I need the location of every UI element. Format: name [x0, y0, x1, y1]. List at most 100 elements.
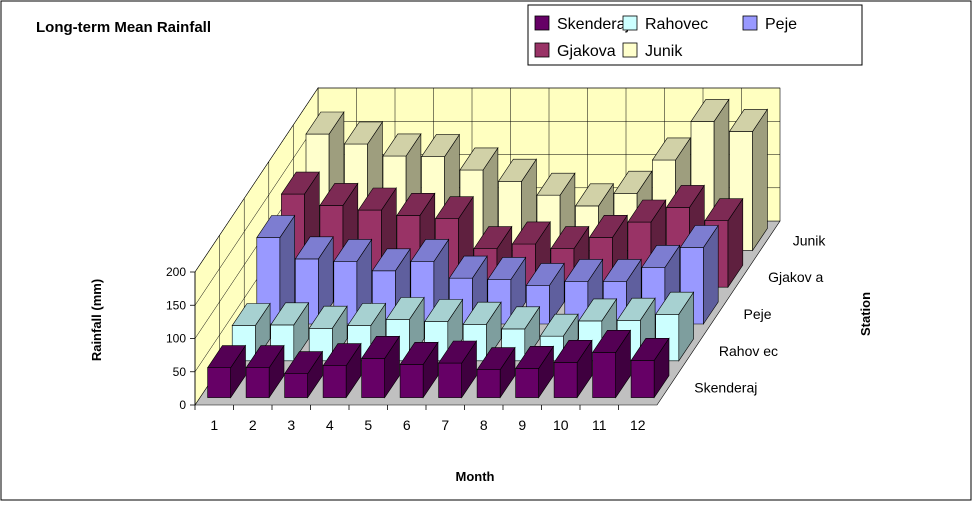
- x-tick-label: 10: [553, 417, 569, 433]
- bar-top-face: [501, 306, 541, 330]
- bar-top-face: [511, 221, 551, 245]
- bar-top-face: [361, 335, 401, 359]
- bar-front-face: [592, 352, 617, 398]
- legend-box: [527, 4, 863, 66]
- bar-top-face: [651, 137, 691, 161]
- bar-top-face: [588, 215, 628, 238]
- bar-top-face: [448, 255, 488, 279]
- bar-top-face: [294, 236, 334, 260]
- bar-top-face: [343, 121, 383, 145]
- bar-top-face: [536, 172, 576, 196]
- bar-front-face: [284, 373, 309, 398]
- x-tick-label: 7: [441, 417, 449, 433]
- bar-top-face: [602, 259, 642, 282]
- bar-front-face: [245, 367, 270, 398]
- x-axis-title: Month: [456, 469, 495, 484]
- depth-tick-label: Peje: [744, 306, 772, 322]
- legend-label-gjakova: Gjakova: [557, 43, 616, 60]
- bar-top-face: [553, 339, 593, 363]
- bar-front-face: [207, 367, 231, 398]
- bar-front-face: [361, 358, 386, 398]
- legend-label-junik: Junik: [645, 43, 683, 60]
- legend-swatch-gjakova: [534, 42, 550, 58]
- bar-skenderaj-5: [361, 335, 401, 399]
- bar-skenderaj-3: [284, 350, 324, 399]
- bar-top-face: [410, 239, 450, 262]
- bar-top-face: [550, 226, 590, 249]
- bar-skenderaj-10: [553, 339, 593, 399]
- x-tick-label: 6: [403, 417, 411, 433]
- bar-skenderaj-9: [515, 345, 555, 399]
- bar-top-face: [308, 305, 348, 329]
- bar-top-face: [665, 185, 705, 208]
- bar-front-face: [399, 364, 424, 398]
- bar-top-face: [245, 345, 285, 369]
- depth-tick-label: Rahov ec: [719, 343, 778, 359]
- bar-side-face: [752, 108, 768, 252]
- y-axis-title: Rainfall (mm): [89, 279, 104, 361]
- bar-top-face: [284, 351, 324, 375]
- bar-front-face: [438, 362, 463, 398]
- depth-tick-label: Junik: [793, 232, 827, 248]
- bar-top-face: [574, 183, 614, 207]
- bar-top-face: [497, 158, 537, 182]
- x-tick-label: 1: [210, 417, 218, 433]
- bar-top-face: [525, 263, 565, 286]
- bar-top-face: [515, 345, 555, 369]
- legend-swatch-skenderaj: [534, 15, 550, 31]
- legend-label-skenderaj: Skenderaj: [557, 16, 629, 33]
- x-tick-label: 8: [480, 417, 488, 433]
- bar-peje-1: [256, 214, 296, 325]
- bar-top-face: [207, 345, 247, 369]
- bar-rahovec-6: [424, 298, 464, 362]
- legend-swatch-rahovec: [622, 15, 638, 31]
- chart-title: Long-term Mean Rainfall: [36, 19, 211, 36]
- bar-top-face: [438, 340, 478, 364]
- depth-tick-label: Gjakov a: [768, 269, 823, 285]
- bar-top-face: [476, 347, 516, 371]
- y-tick-label: 150: [166, 298, 186, 312]
- bar-top-face: [231, 303, 271, 326]
- bar-skenderaj-4: [322, 342, 362, 399]
- x-tick-label: 5: [364, 417, 372, 433]
- bar-top-face: [616, 297, 656, 321]
- bar-top-face: [347, 303, 387, 326]
- bar-top-face: [382, 133, 422, 157]
- x-tick-label: 12: [630, 417, 646, 433]
- bar-skenderaj-6: [399, 341, 439, 399]
- bar-top-face: [357, 187, 397, 211]
- x-tick-label: 9: [518, 417, 526, 433]
- bar-skenderaj-2: [245, 344, 285, 399]
- bar-top-face: [371, 248, 411, 272]
- legend-swatch-peje: [742, 15, 758, 31]
- bar-top-face: [613, 170, 653, 194]
- bar-top-face: [728, 109, 768, 132]
- bar-top-face: [704, 198, 744, 221]
- bar-top-face: [434, 196, 474, 219]
- bar-top-face: [333, 239, 373, 262]
- bar-top-face: [655, 291, 695, 315]
- bar-skenderaj-11: [592, 329, 632, 399]
- legend-swatch-junik: [622, 42, 638, 58]
- bar-top-face: [473, 226, 513, 249]
- bar-front-face: [630, 360, 655, 398]
- x-tick-label: 3: [287, 417, 295, 433]
- bar-top-face: [539, 313, 579, 337]
- bar-skenderaj-12: [630, 337, 670, 399]
- bar-top-face: [256, 215, 296, 238]
- z-axis-title: Station: [858, 292, 873, 336]
- depth-tick-label: Skenderaj: [694, 380, 757, 396]
- bar-top-face: [630, 337, 670, 361]
- y-tick-label: 200: [166, 265, 186, 279]
- bar-top-face: [459, 147, 499, 171]
- bar-top-face: [641, 245, 681, 268]
- x-tick-label: 11: [592, 417, 607, 433]
- bar-top-face: [627, 199, 667, 223]
- bar-front-face: [553, 362, 578, 398]
- bar-top-face: [679, 225, 719, 248]
- bar-top-face: [305, 111, 345, 135]
- bar-front-face: [476, 369, 501, 398]
- bar-skenderaj-7: [438, 340, 478, 399]
- bar-top-face: [319, 183, 359, 206]
